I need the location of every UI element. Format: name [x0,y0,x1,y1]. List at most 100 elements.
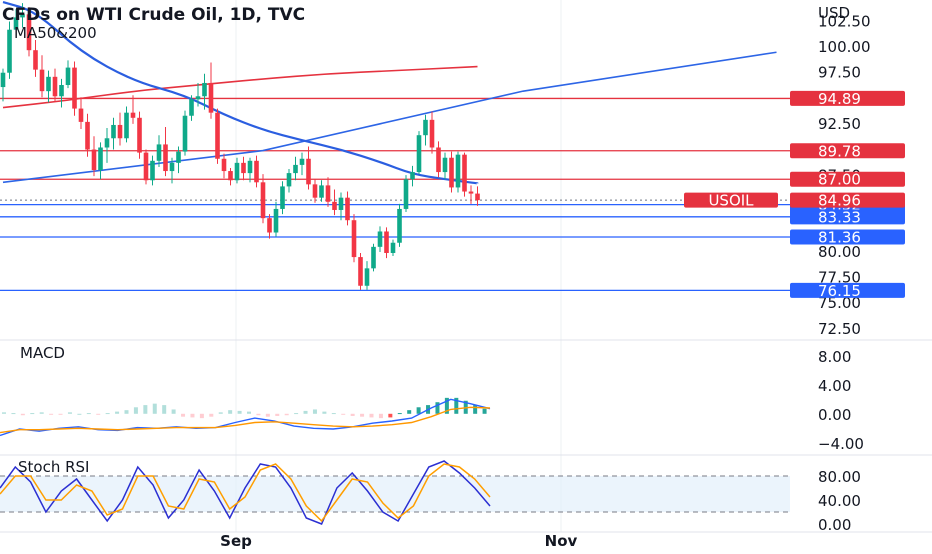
candle-body [195,96,201,100]
support-tag: 81.36 [790,229,905,247]
candle-body [234,162,240,181]
candle-body [137,117,142,153]
macd-histogram-bar [369,413,374,418]
macd-histogram-bar [152,403,157,414]
last-price-tag-text: 84.96 [818,192,861,210]
macd-histogram-bar [407,410,412,414]
macd-histogram-bar [284,413,289,416]
macd-tick-label: −4.00 [818,435,864,453]
price-axis-unit: USD [818,4,850,22]
support-tag: 83.33 [790,208,905,226]
macd-histogram-bar [2,412,6,414]
macd-histogram-bar [454,397,459,414]
last-price-tag: 84.96 [790,192,905,210]
macd-histogram-bar [96,413,101,415]
macd-histogram-bar [237,410,242,414]
macd-histogram-bar [378,413,383,419]
macd-histogram-bar [49,413,54,415]
candle-body [215,112,220,159]
macd-histogram-bar [247,411,251,414]
candle-body [33,50,38,70]
macd-tick-label: 0.00 [818,406,851,424]
indicator-label: MA50&200 [14,24,97,42]
resistance-tag: 94.89 [790,90,905,108]
macd-histogram-bar [482,408,487,414]
candle-body [377,231,383,247]
candle-body [403,179,409,209]
candles [0,3,480,290]
candle-body [143,152,149,181]
candle-body [273,208,279,233]
support-tag-text: 83.33 [818,208,861,226]
candle-body [228,171,233,181]
candle-body [247,160,253,174]
macd-histogram-bar [124,410,129,414]
candle-body [293,164,298,174]
resistance-tag-text: 87.00 [818,171,861,189]
macd-histogram-bar [275,413,280,416]
macd-histogram-bar [86,413,91,415]
candle-body [189,99,194,116]
price-axis: 102.50 100.00 97.50 92.50 80.00 77.50 75.00 72.… [684,12,905,338]
macd-histogram-bar [228,410,233,414]
resistance-tag-text: 94.89 [818,90,861,108]
x-label-sep: Sep [220,532,252,550]
stoch-tick-label: 40.00 [818,492,861,510]
symbol-tag-text: USOIL [708,192,754,210]
price-tick-label: 100.00 [818,38,871,56]
stoch-rsi-title: Stoch RSI [18,458,89,476]
candle-body [390,242,396,253]
resistance-tag-bg [790,143,905,159]
macd-histogram-bar [20,413,25,416]
candle-body [364,268,370,286]
price-tick-label: 97.50 [818,64,861,82]
candle-body [176,151,181,163]
price-tick-label: 80.00 [818,243,861,261]
macd-histogram-bar [312,409,317,414]
candle-body [65,67,71,86]
macd-histogram-bar [58,413,63,415]
candle-body [169,162,175,172]
symbol-tag-bg [684,192,778,208]
price-tick-label: 75.00 [818,294,861,312]
macd-histogram-bar [105,413,110,415]
candle-body [462,154,467,192]
candle-body [85,121,90,150]
resistance-tag-bg [790,90,905,106]
candle-body [20,14,25,18]
candle-body [416,135,422,173]
support-tag-bg [790,282,905,298]
candle-body [312,184,318,198]
last-price-tag-bg [790,192,905,208]
candle-body [156,144,162,161]
signal-line [0,406,491,434]
macd-tick-label: 8.00 [818,348,851,366]
candle-body [117,124,123,139]
macd-histogram-bar [209,413,214,417]
macd-histogram-bar [360,413,365,417]
support-tag-text: 76.15 [818,282,861,300]
macd-histogram-bar [133,407,138,414]
trendline [2,51,777,184]
macd-histogram-bar [341,413,346,415]
candle-body [436,147,441,173]
macd-histogram-bar [115,411,120,414]
macd-histogram-bar [265,413,270,417]
macd-tick-label: 4.00 [818,377,851,395]
macd-histogram-bar [388,413,393,418]
macd-pane: 8.00 4.00 0.00 −4.00 [0,348,864,453]
macd-histogram-bar [30,413,35,415]
candle-body [72,67,77,109]
candle-body [267,218,272,233]
moving-averages [2,0,777,185]
candle-body [455,154,461,188]
grid [235,0,562,532]
stoch-tick-label: 80.00 [818,468,861,486]
candle-body [325,185,331,202]
macd-histogram-bar [11,413,16,415]
macd-histogram-bar [303,410,308,414]
candle-body [338,197,344,210]
candle-body [306,158,311,185]
